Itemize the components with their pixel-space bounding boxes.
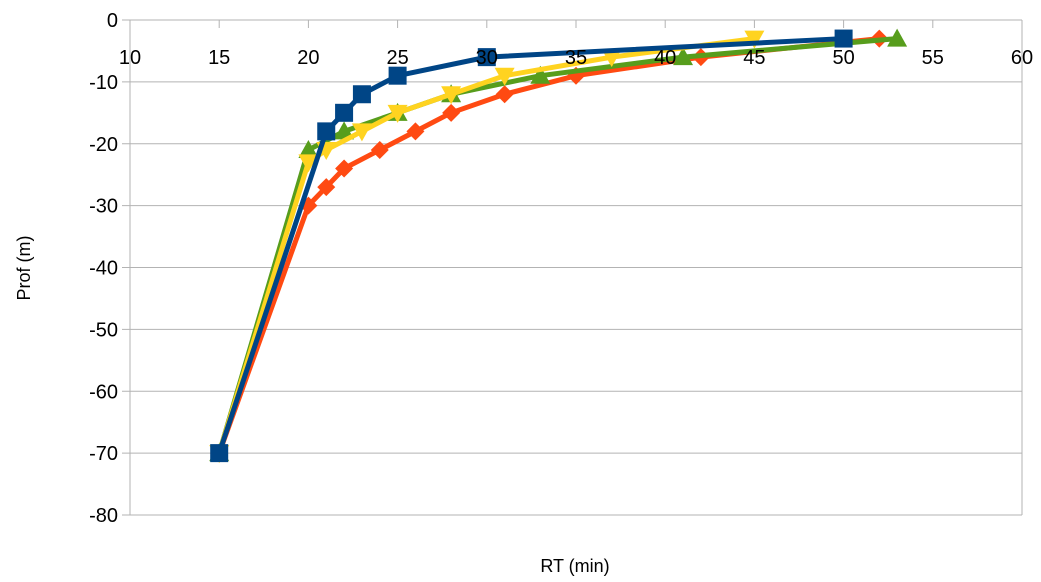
data-point-diamond [370, 140, 389, 159]
y-tick-label: -70 [89, 443, 118, 465]
data-point-diamond [442, 103, 461, 122]
data-point-triangle-up [530, 65, 551, 84]
x-axis-title: RT (min) [540, 556, 609, 576]
data-point-square [388, 66, 407, 85]
gridlines [130, 19, 1022, 516]
data-point-diamond [317, 178, 336, 197]
data-point-triangle-down [387, 104, 408, 123]
data-point-square [477, 48, 496, 67]
y-tick-label: 0 [107, 10, 118, 32]
data-point-triangle-up [673, 47, 694, 66]
x-tick-label: 25 [386, 47, 408, 69]
data-point-square [352, 85, 371, 104]
x-tick-label: 50 [832, 47, 854, 69]
y-tick-label: -30 [89, 196, 118, 218]
y-tick-label: -10 [89, 72, 118, 94]
data-point-triangle-down [298, 154, 319, 173]
y-tick-label: -60 [89, 381, 118, 403]
data-point-triangle-up [887, 28, 908, 47]
data-point-triangle-up [334, 121, 355, 140]
data-point-diamond [335, 159, 354, 178]
y-tick-label: -50 [89, 319, 118, 341]
series-2 [209, 28, 908, 462]
data-point-square [834, 29, 853, 48]
series-1 [210, 29, 889, 463]
data-point-diamond [495, 85, 514, 104]
y-axis-title: Prof (m) [14, 236, 34, 301]
data-point-square [335, 103, 354, 122]
x-tick-label: 30 [476, 47, 498, 69]
data-point-triangle-up [298, 139, 319, 158]
data-point-square [210, 444, 229, 463]
data-point-square [317, 122, 336, 141]
x-tick-label: 35 [565, 47, 587, 69]
x-tick-label: 10 [119, 47, 141, 69]
y-tick-label: -20 [89, 134, 118, 156]
x-tick-label: 20 [297, 47, 319, 69]
y-tick-label: -80 [89, 505, 118, 527]
axes [122, 19, 1023, 516]
data-point-triangle-down [744, 30, 765, 49]
data-point-triangle-down [601, 49, 622, 68]
y-tick-label: -40 [89, 258, 118, 280]
data-point-diamond [406, 122, 425, 141]
data-point-triangle-down [441, 86, 462, 105]
series-group [209, 28, 908, 464]
data-point-triangle-down [494, 67, 515, 86]
data-point-triangle-down [351, 123, 372, 142]
series-4 [210, 29, 853, 463]
x-tick-label: 40 [654, 47, 676, 69]
x-tick-label: 45 [743, 47, 765, 69]
x-tick-label: 55 [922, 47, 944, 69]
x-tick-label: 15 [208, 47, 230, 69]
x-tick-label: 60 [1011, 47, 1033, 69]
tick-labels: 0 -10 -20 -30 -40 -50 -60 -70 -80 10 15 20 25 30 35 40 4… [89, 10, 1033, 527]
